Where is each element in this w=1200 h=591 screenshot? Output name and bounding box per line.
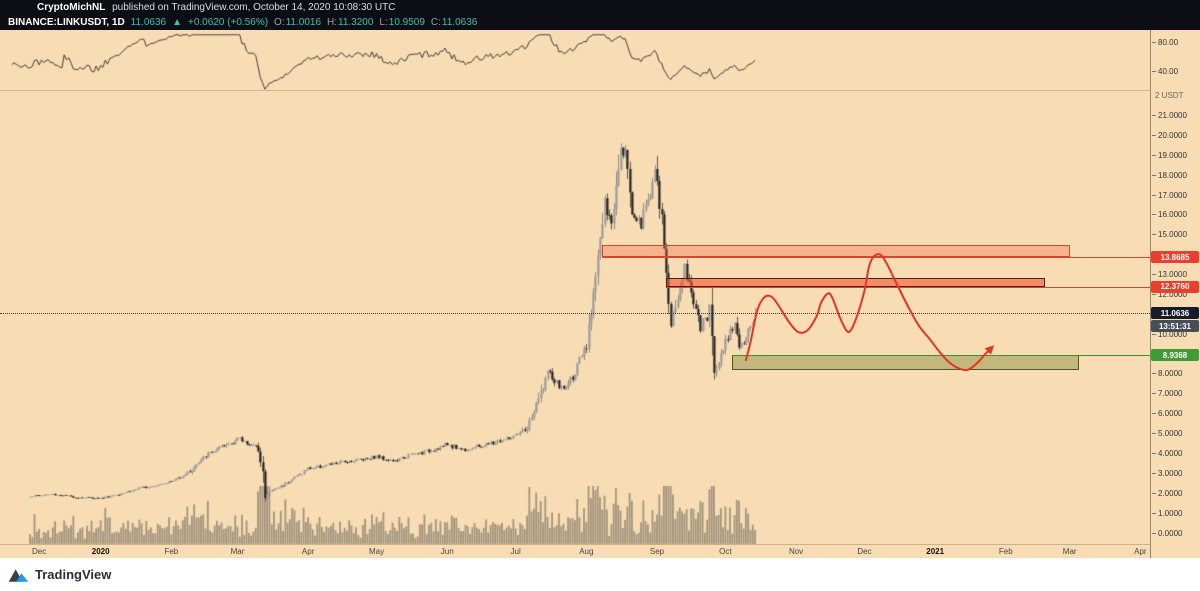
price-tick: 6.0000 [1152, 409, 1182, 418]
close-label: C: [430, 17, 441, 28]
low-label: L: [379, 17, 388, 28]
symbol-title[interactable]: BINANCE:LINKUSDT, 1D [8, 17, 125, 28]
price-tick: 13.0000 [1152, 270, 1187, 279]
time-tick: 2021 [926, 547, 945, 556]
time-tick: Feb [998, 547, 1013, 556]
time-tick: 2020 [91, 547, 110, 556]
price-tick: 1.0000 [1152, 509, 1182, 518]
price-chart-canvas[interactable] [0, 30, 1150, 558]
price-tick: 19.0000 [1152, 151, 1187, 160]
brand-name[interactable]: TradingView [35, 567, 112, 582]
high-field: H: 11.3200 [327, 17, 373, 28]
level-line-resistance-lower[interactable] [666, 286, 1150, 288]
chart-area: 2 USDT 80.00 40.00 21.0000 20.0000 19.0000 18… [0, 30, 1200, 558]
high-value: 11.3200 [338, 17, 374, 28]
zone-support[interactable] [732, 355, 1079, 371]
price-tick: 20.0000 [1152, 131, 1187, 140]
time-tick: Jul [510, 547, 521, 556]
time-axis[interactable]: Dec 2020 Feb Mar Apr May Jun Jul Aug Sep Oct Nov Dec… [0, 544, 1150, 558]
time-tick: Sep [649, 547, 665, 556]
price-tick: 16.0000 [1152, 210, 1187, 219]
price-tick: 18.0000 [1152, 171, 1187, 180]
time-tick: Mar [230, 547, 245, 556]
tradingview-logo[interactable] [8, 566, 29, 583]
time-tick: May [368, 547, 385, 556]
pane-divider[interactable] [0, 90, 1150, 91]
price-tick: 14.0000 [1152, 250, 1187, 259]
price-tick: 5.0000 [1152, 429, 1182, 438]
open-value: 11.0016 [285, 17, 322, 28]
price-tick: 15.0000 [1152, 230, 1187, 239]
footer-bar: TradingView [0, 558, 1200, 591]
low-field: L: 10.9509 [379, 17, 425, 28]
time-tick: Dec [31, 547, 47, 556]
price-tick: 9.0000 [1152, 350, 1182, 359]
last-price: 11.0636 [130, 17, 167, 28]
time-tick: Aug [579, 547, 594, 556]
chart-header: CryptoMichNL published on TradingView.co… [0, 0, 1200, 30]
price-tick: 80.00 [1152, 38, 1178, 47]
price-scale-unit: 2 USDT [1155, 91, 1184, 100]
price-change: +0.0620 (+0.56%) [187, 17, 269, 28]
price-tick: 4.0000 [1152, 449, 1182, 458]
author-name: CryptoMichNL [37, 2, 106, 13]
time-tick: Apr [301, 547, 315, 556]
price-tick: 12.0000 [1152, 290, 1187, 299]
zone-resistance-upper[interactable] [602, 245, 1070, 258]
price-tick: 2.0000 [1152, 489, 1182, 498]
time-tick: Nov [788, 547, 804, 556]
low-value: 10.9509 [388, 17, 425, 28]
time-tick: Dec [857, 547, 872, 556]
high-label: H: [327, 17, 338, 28]
zone-resistance-lower[interactable] [666, 277, 1045, 287]
price-tick: 7.0000 [1152, 389, 1182, 398]
level-line-support[interactable] [732, 355, 1150, 357]
time-tick: Oct [719, 547, 732, 556]
publish-details: published on TradingView.com, October 14… [112, 2, 396, 13]
symbol-info-row: BINANCE:LINKUSDT, 1D 11.0636 ▲ +0.0620 (… [0, 15, 1200, 30]
price-tick: 40.00 [1152, 67, 1178, 76]
change-arrow-icon: ▲ [172, 17, 182, 28]
time-tick: Jun [440, 547, 454, 556]
open-field: O: 11.0016 [274, 17, 321, 28]
time-tick: Mar [1062, 547, 1077, 556]
level-line-resistance-upper[interactable] [602, 257, 1150, 259]
open-label: O: [274, 17, 285, 28]
current-price-line [0, 313, 1150, 315]
time-tick: Apr [1134, 547, 1147, 556]
price-tick: 8.0000 [1152, 369, 1182, 378]
close-field: C: 11.0636 [431, 17, 477, 28]
price-tick: 17.0000 [1152, 191, 1187, 200]
price-tick: 11.0000 [1152, 310, 1186, 319]
close-value: 11.0636 [441, 17, 478, 28]
publish-info-row: CryptoMichNL published on TradingView.co… [0, 0, 1200, 15]
price-tick: 3.0000 [1152, 469, 1182, 478]
price-axis[interactable]: 2 USDT 80.00 40.00 21.0000 20.0000 19.0000 18… [1150, 30, 1200, 558]
time-tick: Feb [164, 547, 179, 556]
price-tick: 10.0000 [1152, 330, 1187, 339]
price-tick: 21.0000 [1152, 111, 1187, 120]
price-tick: 0.0000 [1152, 529, 1182, 538]
